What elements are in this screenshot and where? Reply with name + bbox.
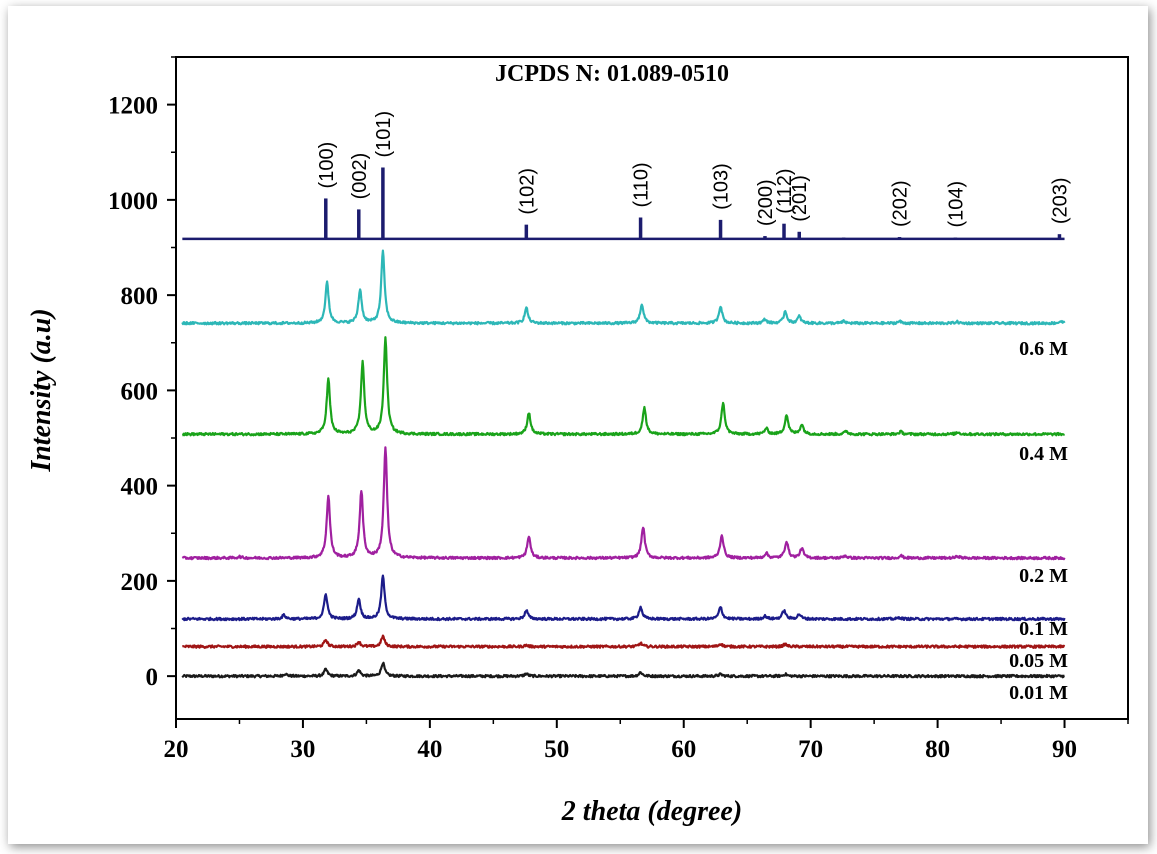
series-line xyxy=(181,336,1066,437)
series-layer xyxy=(181,249,1066,679)
x-tick-label: 70 xyxy=(798,736,823,763)
y-tick-label: 400 xyxy=(121,474,159,501)
hkl-label: (203) xyxy=(1049,177,1071,224)
series-line xyxy=(181,634,1066,649)
hkl-label: (110) xyxy=(631,162,653,207)
x-axis: 20 30 40 50 60 70 80 90 xyxy=(164,719,1129,763)
y-tick-label: 600 xyxy=(121,378,159,405)
series-label: 0.2 M xyxy=(1019,565,1068,587)
x-tick-label: 20 xyxy=(164,736,189,763)
hkl-label: (100) xyxy=(316,142,338,189)
y-tick-label: 0 xyxy=(146,664,159,691)
y-tick-label: 1000 xyxy=(108,188,158,215)
series-label: 0.6 M xyxy=(1019,338,1068,360)
hkl-label: (002) xyxy=(349,153,371,200)
y-axis-title: Intensity (a.u) xyxy=(26,308,57,472)
hkl-label: (202) xyxy=(890,180,912,227)
y-tick-label: 1200 xyxy=(108,93,158,120)
hkl-label: (102) xyxy=(516,168,538,215)
hkl-label: (103) xyxy=(711,163,733,210)
y-tick-label: 200 xyxy=(121,569,159,596)
x-tick-label: 90 xyxy=(1052,736,1077,763)
series-line xyxy=(181,446,1066,561)
x-tick-label: 40 xyxy=(417,736,442,763)
series-label: 0.05 M xyxy=(1009,650,1068,672)
x-tick-label: 60 xyxy=(671,736,696,763)
x-tick-label: 30 xyxy=(290,736,315,763)
x-tick-label: 50 xyxy=(544,736,569,763)
series-label: 0.1 M xyxy=(1019,618,1068,640)
hkl-label: (200) xyxy=(755,179,777,226)
figure-frame xyxy=(8,6,1148,844)
y-tick-label: 800 xyxy=(121,283,159,310)
series-label: 0.4 M xyxy=(1019,443,1068,465)
plot-area xyxy=(175,56,1129,720)
hkl-label: (101) xyxy=(373,111,395,158)
x-tick-label: 80 xyxy=(925,736,950,763)
series-label: 0.01 M xyxy=(1009,682,1068,704)
hkl-label: (104) xyxy=(945,181,967,228)
hkl-label: (112) xyxy=(774,168,796,213)
series-line xyxy=(181,574,1066,622)
series-line xyxy=(181,661,1065,679)
y-axis: 0 200 400 600 800 1000 1200 xyxy=(108,56,176,691)
x-axis-title: 2 theta (degree) xyxy=(561,796,742,827)
hkl-label: (201) xyxy=(789,175,811,222)
series-line xyxy=(181,249,1066,326)
series-labels: 0.01 M 0.05 M 0.1 M 0.2 M 0.4 M 0.6 M xyxy=(1009,338,1068,704)
chart-title: JCPDS N: 01.089-0510 xyxy=(495,61,729,87)
reference-pattern: (100) (002)(101) (102) (110) (103) (200)(112)… xyxy=(182,111,1071,241)
